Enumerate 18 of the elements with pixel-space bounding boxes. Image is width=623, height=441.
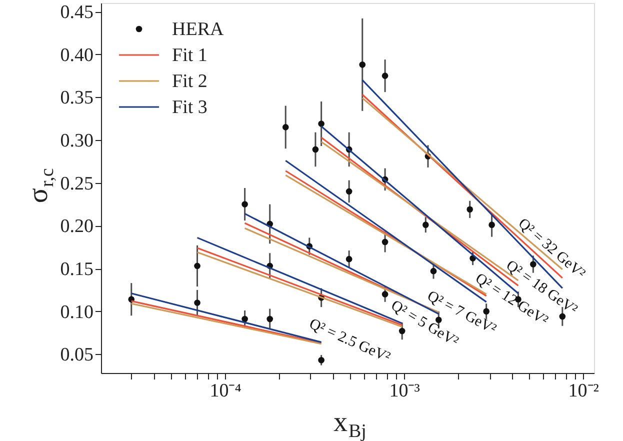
legend-label: Fit 3 [172,97,208,118]
y-tick-label: 0.20 [60,216,94,238]
y-tick-label: 0.25 [60,173,94,194]
legend-label: HERA [172,19,224,40]
annotation: Q² = 2.5 GeV² [306,316,393,366]
legend-label: Fit 2 [172,71,208,92]
y-axis-title: σr,c [23,168,58,204]
x-tick-label: 10⁻³ [389,380,420,402]
y-tick-label: 0.10 [60,302,94,323]
y-tick-label: 0.30 [60,130,94,152]
y-tick-label: 0.35 [60,88,94,109]
y-tick-label: 0.05 [60,344,94,366]
y-tick-label: 0.15 [60,259,94,280]
x-tick-label: 10⁻⁴ [210,380,242,402]
legend-label: Fit 1 [172,45,208,66]
x-tick-label: 10⁻² [568,380,600,402]
y-tick-label: 0.40 [60,44,94,66]
y-tick-label: 0.45 [60,2,94,24]
